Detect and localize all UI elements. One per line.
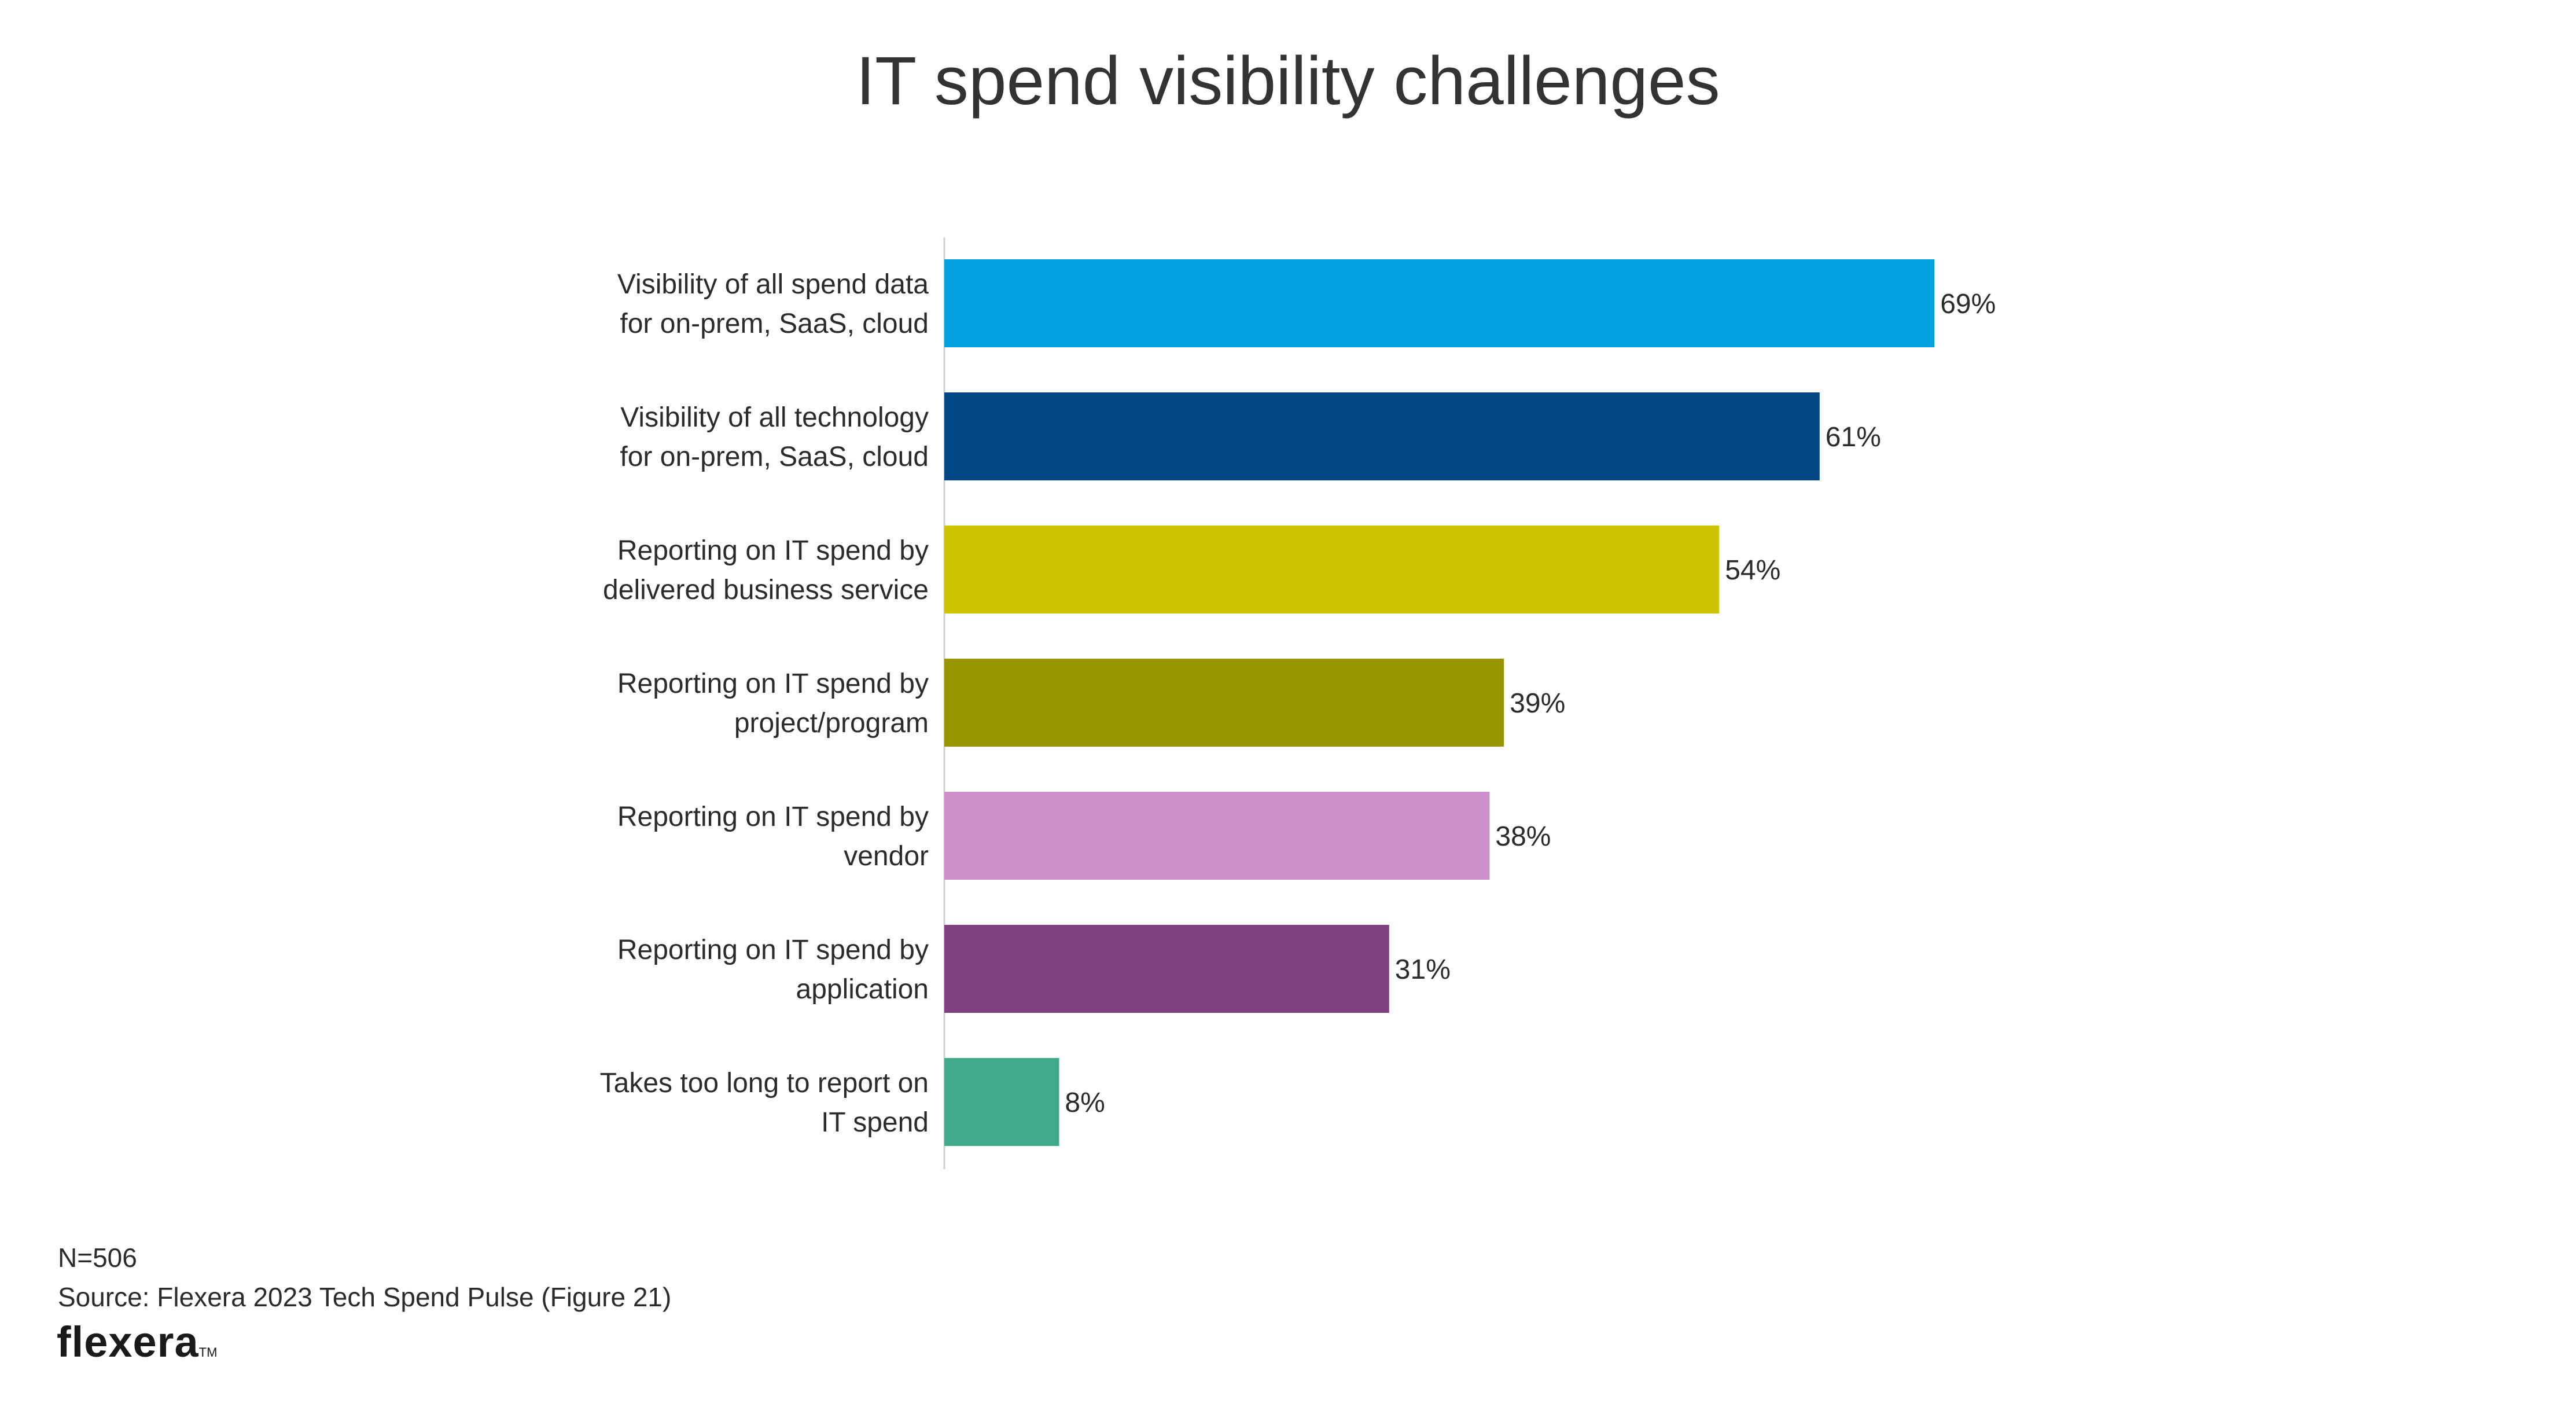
source-note: Source: Flexera 2023 Tech Spend Pulse (F… xyxy=(58,1282,672,1312)
bar-value-label: 69% xyxy=(1940,289,1996,319)
category-label: IT spend xyxy=(821,1107,929,1138)
category-label: delivered business service xyxy=(603,575,929,605)
bar-value-label: 38% xyxy=(1495,821,1551,852)
category-label: Reporting on IT spend by xyxy=(617,935,929,965)
category-label: Reporting on IT spend by xyxy=(617,668,929,699)
category-label: for on-prem, SaaS, cloud xyxy=(620,308,929,339)
bar-value-label: 31% xyxy=(1395,954,1451,985)
bar xyxy=(944,792,1490,880)
chart-title: IT spend visibility challenges xyxy=(856,43,1720,119)
flexera-logo: flexeraTM xyxy=(57,1321,217,1364)
category-label: Visibility of all technology xyxy=(620,402,929,433)
category-label: application xyxy=(796,974,929,1005)
bar xyxy=(944,392,1820,480)
logo-text: flexera xyxy=(57,1318,199,1366)
category-label: Takes too long to report on xyxy=(600,1068,929,1099)
bar-value-label: 54% xyxy=(1725,555,1780,586)
category-label: Visibility of all spend data xyxy=(617,269,929,300)
bar-value-label: 61% xyxy=(1826,422,1881,453)
bar xyxy=(944,925,1389,1013)
category-label: project/program xyxy=(734,708,929,739)
bar-value-label: 8% xyxy=(1065,1088,1105,1118)
logo-mark: TM xyxy=(198,1345,218,1360)
bar xyxy=(944,526,1720,614)
sample-size-note: N=506 xyxy=(58,1243,137,1273)
bar xyxy=(944,259,1935,347)
category-label: Reporting on IT spend by xyxy=(617,802,929,832)
bars-layer: 69% Visibility of all spend data for on-pr… xyxy=(600,259,1996,1146)
category-label: for on-prem, SaaS, cloud xyxy=(620,442,929,472)
bar xyxy=(944,659,1504,747)
category-label: Reporting on IT spend by xyxy=(617,535,929,566)
bar-value-label: 39% xyxy=(1510,688,1565,719)
category-label: vendor xyxy=(844,841,929,872)
bar xyxy=(944,1058,1059,1146)
